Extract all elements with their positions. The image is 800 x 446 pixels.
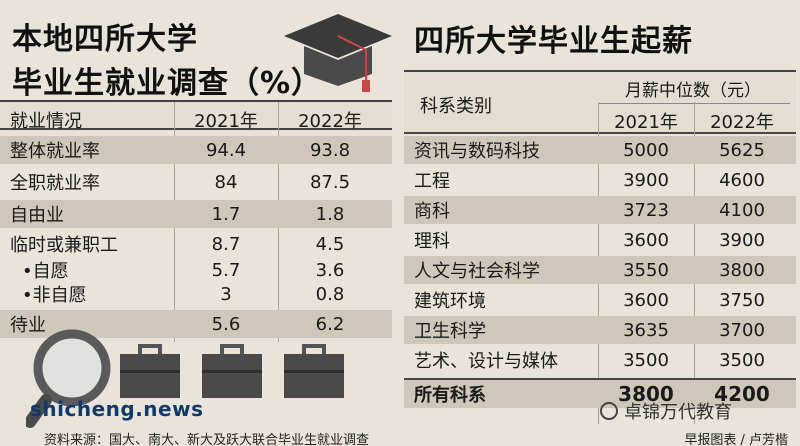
row-value-2022: 4200 bbox=[714, 382, 770, 406]
table-row-total: 所有科系 3800 4200 bbox=[404, 378, 796, 408]
briefcase-icon bbox=[284, 344, 344, 398]
row-value-2022: 3750 bbox=[719, 289, 765, 311]
watermark-right-text: 卓锦万代教育 bbox=[624, 402, 732, 423]
row-label: 艺术、设计与媒体 bbox=[414, 351, 558, 372]
row-value-2022: 93.8 bbox=[309, 139, 351, 161]
source-note: 资料来源：国大、南大、新大及跃大联合毕业生就业调查 bbox=[44, 433, 370, 446]
employment-title-line1: 本地四所大学 bbox=[12, 22, 198, 57]
row-label: 整体就业率 bbox=[10, 141, 100, 162]
row-value-2021: 3900 bbox=[623, 169, 669, 191]
row-value-2021: 84 bbox=[214, 171, 238, 193]
row-value-2021: 5.6 bbox=[211, 313, 241, 335]
row-value-2021: 3635 bbox=[623, 319, 669, 341]
row-value-2022: 3700 bbox=[719, 319, 765, 341]
row-value-2021: 3723 bbox=[623, 199, 669, 221]
row-value-2022: 3500 bbox=[719, 349, 765, 371]
table-row: 临时或兼职工 8.7 4.5 bbox=[0, 230, 392, 258]
row-label: 临时或兼职工 bbox=[10, 235, 118, 256]
row-label: 所有科系 bbox=[414, 385, 486, 406]
wechat-logo-icon bbox=[600, 402, 618, 420]
footer: 资料来源：国大、南大、新大及跃大联合毕业生就业调查 早报图表 / 卢芳楷 bbox=[0, 428, 800, 446]
row-label: 卫生科学 bbox=[414, 321, 486, 342]
row-value-2021: 3600 bbox=[623, 289, 669, 311]
row-value-2022: 1.8 bbox=[315, 203, 345, 225]
watermark-left: shicheng.news bbox=[30, 397, 204, 421]
header-employment-status: 就业情况 bbox=[10, 111, 82, 132]
row-value-2021: 94.4 bbox=[205, 139, 247, 161]
briefcase-icon bbox=[120, 344, 180, 398]
table-row: 人文与社会科学 3550 3800 bbox=[404, 256, 796, 284]
salary-table-header: 科系类别 月薪中位数（元） 2021年 2022年 bbox=[404, 70, 796, 134]
row-value-2021: 3500 bbox=[623, 349, 669, 371]
row-value-2022: 6.2 bbox=[315, 313, 345, 335]
row-label: 自由业 bbox=[10, 205, 64, 226]
table-row: 艺术、设计与媒体 3500 3500 bbox=[404, 346, 796, 374]
table-row: •自愿 5.7 3.6 bbox=[0, 258, 392, 283]
table-row: •非自愿 3 0.8 bbox=[0, 282, 392, 307]
row-label: •自愿 bbox=[22, 261, 69, 282]
table-row: 商科 3723 4100 bbox=[404, 196, 796, 224]
header-year-2022: 2022年 bbox=[710, 112, 774, 133]
table-row: 理科 3600 3900 bbox=[404, 226, 796, 254]
row-value-2022: 5625 bbox=[719, 139, 765, 161]
row-value-2022: 4100 bbox=[719, 199, 765, 221]
table-row: 资讯与数码科技 5000 5625 bbox=[404, 136, 796, 164]
row-value-2021: 3800 bbox=[618, 382, 674, 406]
credit-note: 早报图表 / 卢芳楷 bbox=[684, 433, 788, 446]
header-year-2021: 2021年 bbox=[614, 112, 678, 133]
header-discipline: 科系类别 bbox=[420, 96, 492, 117]
row-value-2022: 3800 bbox=[719, 259, 765, 281]
table-row: 卫生科学 3635 3700 bbox=[404, 316, 796, 344]
row-value-2021: 3550 bbox=[623, 259, 669, 281]
row-label: 全职就业率 bbox=[10, 173, 100, 194]
row-value-2022: 4600 bbox=[719, 169, 765, 191]
row-value-2021: 1.7 bbox=[211, 203, 241, 225]
header-year-2022: 2022年 bbox=[298, 111, 362, 132]
row-value-2022: 87.5 bbox=[309, 171, 351, 193]
row-value-2021: 5000 bbox=[623, 139, 669, 161]
row-label: 理科 bbox=[414, 231, 450, 252]
graduation-cap-icon bbox=[284, 14, 392, 92]
employment-title-line2: 毕业生就业调查（%） bbox=[12, 66, 323, 101]
row-label: 商科 bbox=[414, 201, 450, 222]
row-value-2021: 8.7 bbox=[211, 233, 241, 255]
header-year-2021: 2021年 bbox=[194, 111, 258, 132]
briefcase-icon bbox=[202, 344, 262, 398]
row-label: 待业 bbox=[10, 315, 46, 336]
table-row: 工程 3900 4600 bbox=[404, 166, 796, 194]
row-value-2022: 3.6 bbox=[315, 259, 345, 281]
table-row: 自由业 1.7 1.8 bbox=[0, 200, 392, 228]
salary-title: 四所大学毕业生起薪 bbox=[414, 24, 693, 59]
employment-table-header: 就业情况 2021年 2022年 bbox=[0, 100, 392, 132]
header-median-salary: 月薪中位数（元） bbox=[625, 81, 761, 101]
row-label: 资讯与数码科技 bbox=[414, 141, 540, 162]
table-row: 建筑环境 3600 3750 bbox=[404, 286, 796, 314]
row-value-2022: 0.8 bbox=[315, 283, 345, 305]
row-value-2022: 4.5 bbox=[315, 233, 345, 255]
row-label: •非自愿 bbox=[22, 285, 87, 306]
table-row: 整体就业率 94.4 93.8 bbox=[0, 136, 392, 164]
table-row: 全职就业率 84 87.5 bbox=[0, 168, 392, 196]
magnifier-icon bbox=[26, 329, 111, 428]
row-label: 工程 bbox=[414, 171, 450, 192]
row-label: 建筑环境 bbox=[414, 291, 486, 312]
row-value-2021: 5.7 bbox=[211, 259, 241, 281]
row-value-2021: 3 bbox=[220, 283, 232, 305]
row-value-2022: 3900 bbox=[719, 229, 765, 251]
row-label: 人文与社会科学 bbox=[414, 261, 540, 282]
watermark-right: 卓锦万代教育 bbox=[600, 398, 732, 424]
row-value-2021: 3600 bbox=[623, 229, 669, 251]
